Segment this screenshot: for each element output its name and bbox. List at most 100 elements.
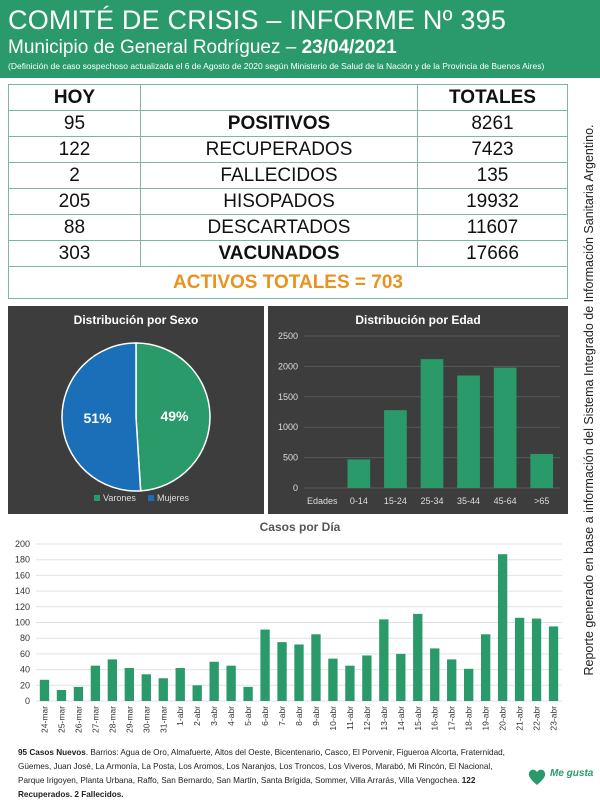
pie-label-mujeres: 51% [84,410,113,426]
report-subtitle: Municipio de General Rodríguez – 23/04/2… [8,36,592,60]
report-title: COMITÉ DE CRISIS – INFORME Nº 395 [8,5,507,35]
daily-ytick-label: 120 [15,602,30,612]
case-definition-note: (Definición de caso sospechoso actualiza… [8,61,545,71]
age-xtick-label: 15-24 [384,496,407,506]
daily-bar [294,644,304,701]
legend-label-mujeres: Mujeres [157,493,190,503]
daily-bar [260,629,270,701]
daily-ytick-label: 60 [20,649,30,659]
pie-label-varones: 49% [160,408,189,424]
totales-header: TOTALES [417,84,568,111]
legend-swatch-varones [94,495,100,501]
daily-xtick-label: 29-mar [124,706,134,733]
age-xtick-label: 25-34 [420,496,443,506]
fallecidos-total: 135 [417,162,568,189]
daily-ytick-label: 160 [15,570,30,580]
age-ytick-label: 2500 [278,331,298,341]
stats-table: HOY TOTALES 95 POSITIVOS 8261 122 RECUPE… [8,84,568,299]
daily-cases-chart: Casos por Día 0 20 40 60 80 100 120 140 160 180 20… [15,520,562,733]
descartados-label: DESCARTADOS [140,214,418,241]
age-xtick-label: >65 [534,496,549,506]
daily-xtick-label: 4-abr [226,706,236,726]
sex-distribution-panel: Distribución por Sexo 49% 51% Varones Muje… [8,306,264,514]
descartados-total: 11607 [417,214,568,241]
stats-row-descartados: 88 DESCARTADOS 11607 [8,214,568,241]
daily-bar [447,659,457,701]
heart-icon [528,769,546,785]
daily-bar [480,634,491,701]
age-ytick-label: 2000 [278,361,298,371]
daily-xtick-label: 16-abr [430,706,440,731]
age-ytick-label: 0 [293,483,298,493]
report-header: COMITÉ DE CRISIS – INFORME Nº 395 Munici… [0,0,600,78]
daily-xtick-label: 22-abr [532,706,542,731]
age-ytick-label: 1500 [278,392,298,402]
age-xtick-label: 45-64 [494,496,517,506]
daily-xtick-label: 31-mar [158,706,168,733]
daily-bar [531,618,542,701]
age-xtick-label: Edades [307,496,338,506]
source-note-text: Reporte generado en base a información d… [582,124,596,676]
stats-header-row: HOY TOTALES [8,84,568,111]
stats-row-activos: ACTIVOS TOTALES = 703 [8,266,568,299]
age-bar [384,410,407,488]
hoy-header: HOY [8,84,141,111]
daily-cases-section: Casos por Día 0 20 40 60 80 100 120 140 160 180 20… [0,514,575,749]
positivos-label: POSITIVOS [140,110,418,137]
hisopados-hoy: 205 [8,188,141,215]
daily-xtick-label: 28-mar [107,706,117,733]
daily-xtick-label: 12-abr [362,706,372,731]
daily-ytick-label: 0 [25,696,30,706]
daily-xtick-label: 2-abr [192,706,202,726]
age-distribution-panel: Distribución por Edad 0 500 1000 1500 2000 25… [268,306,568,514]
municipality-label: Municipio de General Rodríguez – [8,37,302,58]
daily-bar [396,653,406,701]
hisopados-label: HISOPADOS [140,188,418,215]
vacunados-total: 17666 [417,240,568,267]
daily-bar [362,655,372,701]
daily-ytick-label: 40 [20,665,30,675]
age-distribution-chart: Distribución por Edad 0 500 1000 1500 2000 25… [278,313,560,506]
daily-xtick-label: 5-abr [243,706,253,726]
age-ytick-label: 500 [283,453,298,463]
recuperados-total: 7423 [417,136,568,163]
new-cases-count: 95 Casos Nuevos [18,748,86,757]
daily-chart-title: Casos por Día [260,520,341,534]
daily-xtick-label: 26-mar [73,706,83,733]
daily-xtick-label: 6-abr [260,706,270,726]
stats-row-positivos: 95 POSITIVOS 8261 [8,110,568,137]
fallecidos-label: FALLECIDOS [140,162,418,189]
age-bar [530,453,554,488]
daily-xtick-label: 3-abr [209,706,219,726]
daily-xtick-label: 13-abr [379,706,389,731]
daily-bar [345,665,355,701]
daily-xtick-label: 10-abr [328,706,338,731]
daily-bar [124,668,134,701]
daily-xtick-label: 11-abr [345,706,355,730]
age-ytick-label: 1000 [278,422,298,432]
sex-chart-title: Distribución por Sexo [74,313,199,327]
daily-bar [277,642,287,701]
daily-bar [243,686,253,701]
daily-xtick-label: 21-abr [515,706,525,731]
stats-row-hisopados: 205 HISOPADOS 19932 [8,188,568,215]
daily-bar [90,665,101,701]
report-date: 23/04/2021 [301,37,397,58]
daily-xtick-label: 1-abr [175,706,185,726]
daily-bar [192,685,202,701]
legend-swatch-mujeres [148,495,154,501]
daily-ytick-label: 180 [15,555,30,565]
daily-ytick-label: 100 [15,618,30,628]
daily-xtick-label: 20-abr [498,706,508,731]
source-note: Reporte generado en base a información d… [580,120,598,680]
daily-bar [311,634,321,701]
recovered-deceased-summary: 122 Recuperados. 2 Fallecidos. [18,776,476,799]
age-xtick-label: 0-14 [350,496,368,506]
daily-ytick-label: 20 [20,680,30,690]
daily-xtick-label: 15-abr [413,706,423,731]
daily-xtick-label: 19-abr [481,706,491,731]
daily-xtick-label: 17-abr [447,706,457,731]
barrios-list: . Barrios: Agua de Oro, Almafuerte, Alto… [18,748,505,785]
footer-note: 95 Casos Nuevos. Barrios: Agua de Oro, A… [18,746,518,800]
daily-bar [226,665,236,701]
